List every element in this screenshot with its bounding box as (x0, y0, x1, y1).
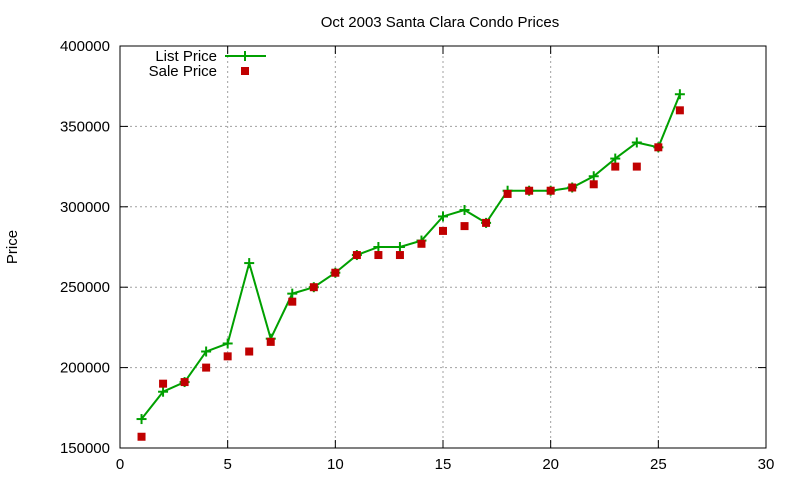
list-price-point (610, 153, 621, 164)
list-price-point (588, 171, 599, 182)
y-axis-label: Price (4, 230, 21, 264)
legend-label-sale-price: Sale Price (149, 63, 217, 80)
sale-price-point (417, 239, 426, 248)
sale-price-point (202, 363, 211, 372)
sale-price-point (352, 251, 361, 260)
chart-title: Oct 2003 Santa Clara Condo Prices (321, 14, 559, 31)
list-price-point (459, 205, 470, 216)
sale-price-point (611, 162, 620, 171)
list-price-point (287, 288, 298, 299)
sale-price-point (180, 378, 189, 387)
x-tick-label: 15 (435, 456, 452, 473)
sale-price-point (482, 218, 491, 227)
sale-price-point (266, 337, 275, 346)
legend-label-list-price: List Price (155, 48, 217, 65)
sale-price-point (546, 186, 555, 195)
axis-ticks: 0 5 10 15 20 25 30 150000 200000 250000 300000 3500… (60, 38, 774, 473)
sale-price-point (460, 222, 469, 231)
list-price-point (373, 242, 384, 252)
sale-price-point (245, 347, 254, 356)
sale-price-point (654, 143, 663, 152)
x-tick-label: 25 (650, 456, 667, 473)
sale-price-point (395, 251, 404, 260)
sale-price-point (525, 186, 534, 195)
sale-price-point (568, 183, 577, 192)
y-tick-label: 300000 (60, 199, 110, 216)
list-price-point (394, 242, 405, 252)
list-price-point (244, 258, 255, 269)
list-price-point (631, 137, 642, 148)
sale-price-point (137, 432, 146, 441)
sale-price-point (288, 297, 297, 306)
sale-price-point (159, 379, 168, 388)
y-tick-label: 350000 (60, 118, 110, 135)
sale-price-point (589, 180, 598, 189)
list-price-point (674, 89, 685, 100)
sale-price-point (309, 283, 318, 292)
list-price-point (438, 211, 448, 222)
grid-lines (120, 46, 766, 448)
list-price-line (140, 93, 681, 420)
sale-price-point (331, 268, 340, 277)
sale-price-point (439, 226, 447, 235)
legend-sample-list-price-marker (240, 51, 250, 61)
sale-price-point (223, 352, 232, 361)
y-tick-label: 250000 (60, 279, 110, 296)
legend-sample-sale-price-marker (241, 67, 249, 75)
sale-price-point (675, 106, 684, 115)
x-tick-label: 30 (758, 456, 775, 473)
sale-price-point (503, 189, 512, 198)
x-tick-label: 5 (223, 456, 231, 473)
series-lines (140, 93, 681, 420)
legend: List Price Sale Price (149, 48, 266, 80)
x-tick-label: 0 (116, 456, 124, 473)
sale-price-point (632, 162, 641, 171)
list-price-point (201, 346, 212, 357)
y-tick-label: 200000 (60, 360, 110, 377)
x-tick-label: 10 (327, 456, 344, 473)
y-tick-label: 150000 (60, 440, 110, 457)
list-price-point (222, 338, 233, 349)
sale-price-point (374, 251, 383, 260)
x-tick-label: 20 (542, 456, 559, 473)
series-points (136, 89, 685, 441)
list-price-point (136, 414, 147, 425)
list-price-point (158, 386, 169, 397)
y-tick-label: 400000 (60, 38, 110, 55)
